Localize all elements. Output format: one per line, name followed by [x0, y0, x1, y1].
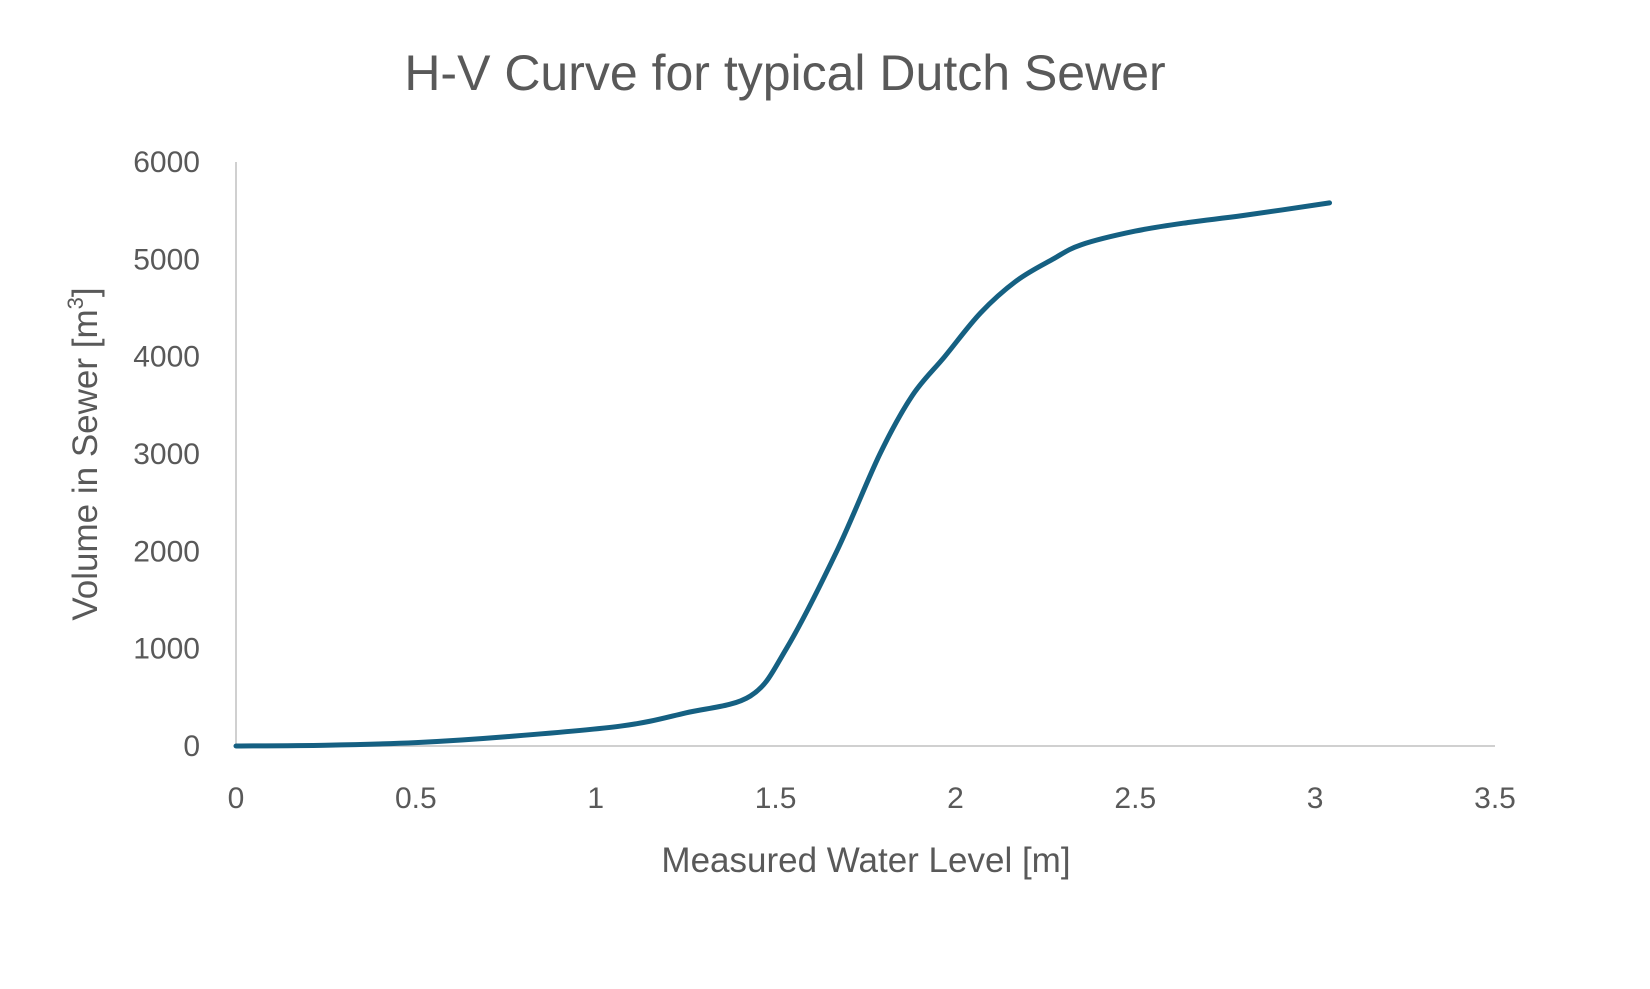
- y-tick-label: 4000: [133, 341, 200, 374]
- x-tick-label: 3: [1307, 782, 1324, 815]
- series-line: [233, 200, 1333, 749]
- y-tick-label: 0: [183, 730, 200, 763]
- y-tick-label: 1000: [133, 633, 200, 666]
- y-axis-label-superscript: 3: [63, 297, 88, 309]
- x-tick-label: 1: [587, 782, 604, 815]
- x-tick-label: 0: [228, 782, 245, 815]
- x-axis-label: Measured Water Level [m]: [661, 841, 1070, 880]
- y-tick-label: 5000: [133, 243, 200, 276]
- y-axis-label: Volume in Sewer [m3]: [63, 287, 105, 620]
- y-tick-label: 6000: [133, 146, 200, 179]
- x-tick-label: 1.5: [755, 782, 797, 815]
- x-tick-label: 0.5: [395, 782, 437, 815]
- y-tick-label: 3000: [133, 438, 200, 471]
- x-tick-label: 2: [947, 782, 964, 815]
- x-tick-label: 2.5: [1114, 782, 1156, 815]
- x-tick-label: 3.5: [1474, 782, 1516, 815]
- y-tick-label: 2000: [133, 535, 200, 568]
- chart-title: H-V Curve for typical Dutch Sewer: [404, 45, 1165, 101]
- y-axis-label-end: ]: [66, 287, 105, 297]
